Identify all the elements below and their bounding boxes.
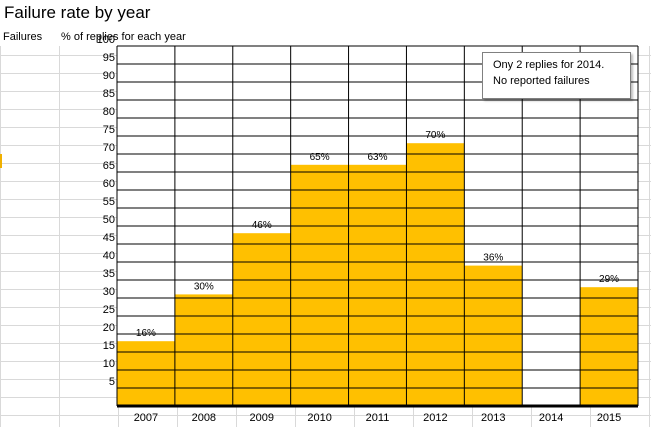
x-tick-label: 2009 xyxy=(249,412,273,424)
y-tick-label: 60 xyxy=(103,178,115,190)
x-tick-label: 2015 xyxy=(597,412,621,424)
bar-2013 xyxy=(464,265,523,406)
bar-2015 xyxy=(580,287,638,406)
chart-title: Failure rate by year xyxy=(4,3,151,22)
note-box: Ony 2 replies for 2014. No reported fail… xyxy=(482,52,631,99)
y-tick-label: 95 xyxy=(103,52,115,64)
bar-2009 xyxy=(232,233,291,406)
bar-2012 xyxy=(406,143,465,406)
y-tick-label: 45 xyxy=(103,232,115,244)
y-tick-label: 30 xyxy=(103,286,115,298)
y-tick-label: 65 xyxy=(103,160,115,172)
y-tick-label: 40 xyxy=(103,250,115,262)
y-tick-label: 5 xyxy=(109,376,115,388)
y-tick-label: 90 xyxy=(103,70,115,82)
data-label: 63% xyxy=(367,152,387,163)
x-tick-label: 2013 xyxy=(481,412,505,424)
y-tick-label: 50 xyxy=(103,214,115,226)
y-tick-label: 80 xyxy=(103,106,115,118)
data-label: 65% xyxy=(310,152,330,163)
y-tick-label: 35 xyxy=(103,268,115,280)
data-label: 29% xyxy=(599,274,619,285)
note-line-1: Ony 2 replies for 2014. xyxy=(493,59,605,71)
y-tick-label: 75 xyxy=(103,124,115,136)
column-header-percent[interactable]: % of replies for each year xyxy=(61,31,186,43)
y-tick-label: 55 xyxy=(103,196,115,208)
y-tick-label: 85 xyxy=(103,88,115,100)
y-tick-label: 15 xyxy=(103,340,115,352)
y-tick-label: 10 xyxy=(103,358,115,370)
bar-2008 xyxy=(174,294,233,406)
x-tick-label: 2008 xyxy=(192,412,216,424)
y-tick-label: 25 xyxy=(103,304,115,316)
data-label: 70% xyxy=(425,130,445,141)
y-tick-label: 100 xyxy=(97,34,115,46)
x-tick-label: 2012 xyxy=(423,412,447,424)
bar-2007 xyxy=(117,341,175,406)
data-label: 16% xyxy=(136,328,156,339)
x-tick-label: 2011 xyxy=(366,412,390,424)
column-header-failures[interactable]: Failures xyxy=(3,31,43,43)
x-tick-label: 2014 xyxy=(539,412,563,424)
x-tick-label: 2007 xyxy=(134,412,158,424)
x-tick-label: 2010 xyxy=(307,412,331,424)
bar-2010 xyxy=(290,164,349,406)
y-tick-label: 70 xyxy=(103,142,115,154)
header-band xyxy=(0,29,651,46)
data-label: 30% xyxy=(194,281,214,292)
bar-2011 xyxy=(348,164,407,406)
note-line-2: No reported failures xyxy=(493,75,590,87)
data-label: 46% xyxy=(252,220,272,231)
title-band xyxy=(0,0,651,29)
y-tick-label: 20 xyxy=(103,322,115,334)
cell-marker xyxy=(0,154,2,168)
data-label: 36% xyxy=(483,253,503,264)
